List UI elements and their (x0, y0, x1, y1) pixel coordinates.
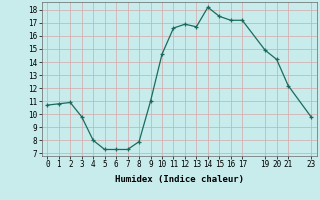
X-axis label: Humidex (Indice chaleur): Humidex (Indice chaleur) (115, 175, 244, 184)
